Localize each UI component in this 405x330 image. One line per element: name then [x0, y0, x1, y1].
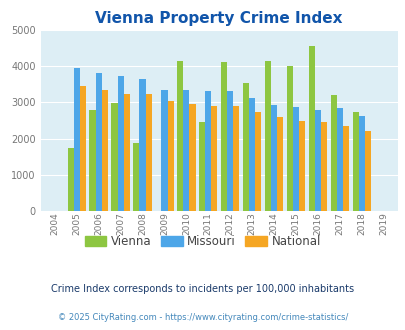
Bar	[177, 61, 183, 211]
Text: © 2025 CityRating.com - https://www.cityrating.com/crime-statistics/: © 2025 CityRating.com - https://www.city…	[58, 313, 347, 322]
Bar	[133, 143, 139, 211]
Bar	[211, 106, 217, 211]
Bar	[242, 83, 248, 211]
Bar	[298, 121, 305, 211]
Bar	[67, 148, 74, 211]
Bar	[205, 91, 211, 211]
Bar	[292, 107, 298, 211]
Bar	[220, 62, 226, 211]
Bar	[226, 91, 233, 211]
Bar	[330, 95, 336, 211]
Bar	[145, 94, 151, 211]
Bar	[183, 90, 189, 211]
Bar	[96, 73, 102, 211]
Bar	[189, 105, 195, 211]
Bar	[102, 90, 108, 211]
Bar	[352, 113, 358, 211]
Bar	[74, 68, 80, 211]
Bar	[277, 117, 283, 211]
Bar	[124, 94, 130, 211]
Legend: Vienna, Missouri, National: Vienna, Missouri, National	[80, 231, 325, 253]
Bar	[358, 116, 364, 211]
Bar	[248, 98, 255, 211]
Bar	[111, 103, 117, 211]
Bar	[342, 125, 348, 211]
Bar	[80, 86, 86, 211]
Bar	[233, 106, 239, 211]
Bar	[364, 131, 370, 211]
Bar	[264, 61, 270, 211]
Bar	[117, 76, 124, 211]
Bar	[255, 113, 261, 211]
Text: Crime Index corresponds to incidents per 100,000 inhabitants: Crime Index corresponds to incidents per…	[51, 284, 354, 294]
Bar	[270, 105, 277, 211]
Bar	[336, 108, 342, 211]
Bar	[308, 47, 314, 211]
Bar	[139, 79, 145, 211]
Bar	[89, 110, 96, 211]
Bar	[167, 101, 173, 211]
Bar	[286, 66, 292, 211]
Bar	[320, 122, 326, 211]
Bar	[198, 122, 205, 211]
Bar	[314, 110, 320, 211]
Title: Vienna Property Crime Index: Vienna Property Crime Index	[95, 11, 342, 26]
Bar	[161, 90, 167, 211]
